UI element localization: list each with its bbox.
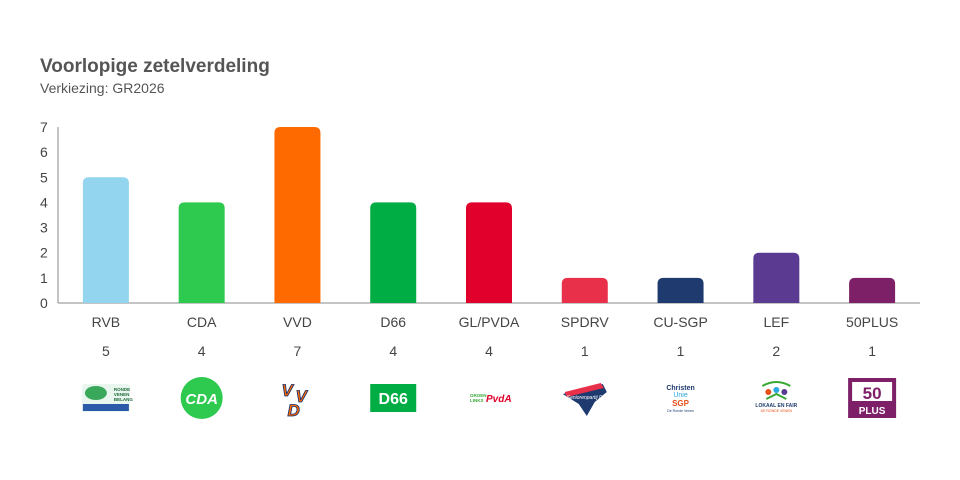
svg-text:LOKAAL EN FAIR: LOKAAL EN FAIR (755, 403, 797, 409)
svg-text:BELANG: BELANG (114, 397, 133, 402)
bar[interactable] (466, 202, 512, 303)
svg-text:LINKS: LINKS (470, 398, 484, 403)
svg-text:SGP: SGP (672, 399, 690, 408)
category-label: GL/PVDA (459, 314, 520, 330)
svg-text:GROEN: GROEN (470, 393, 487, 398)
category-label: VVD (283, 314, 312, 330)
svg-text:D: D (287, 401, 299, 420)
bar[interactable] (178, 202, 225, 303)
category-label: LEF (763, 314, 789, 330)
category-label: CU-SGP (653, 314, 707, 330)
y-tick-label: 6 (40, 144, 48, 160)
category-label: RVB (92, 314, 121, 330)
svg-text:Seniorenpartij DRV: Seniorenpartij DRV (567, 395, 610, 401)
svg-text:CDA: CDA (185, 391, 218, 408)
data-label: 4 (198, 343, 206, 359)
svg-text:PLUS: PLUS (859, 406, 886, 417)
svg-text:D66: D66 (379, 391, 408, 408)
bar[interactable] (561, 277, 608, 303)
svg-text:V: V (295, 387, 308, 406)
data-label: 1 (868, 343, 876, 359)
bar[interactable] (274, 127, 321, 303)
y-tick-label: 0 (40, 295, 48, 311)
svg-text:V: V (281, 381, 294, 400)
y-tick-label: 4 (40, 194, 48, 210)
y-tick-label: 5 (40, 169, 48, 185)
vvd-logo-icon: V VD (281, 381, 309, 421)
data-label: 7 (294, 343, 302, 359)
d66-logo-icon: D66 (370, 384, 417, 412)
bar[interactable] (849, 277, 896, 303)
svg-text:VENEN: VENEN (114, 392, 130, 397)
bar[interactable] (753, 252, 800, 303)
data-label: 5 (102, 343, 110, 359)
y-tick-label: 2 (40, 245, 48, 261)
chart-subtitle: Verkiezing: GR2026 (40, 80, 165, 96)
y-tick-label: 1 (40, 270, 48, 286)
bar[interactable] (657, 277, 704, 303)
category-label: D66 (380, 314, 406, 330)
bar[interactable] (82, 177, 129, 303)
data-label: 4 (389, 343, 397, 359)
data-label: 4 (485, 343, 493, 359)
spdrv-logo-icon: Seniorenpartij DRV (562, 383, 610, 416)
svg-text:50: 50 (863, 384, 882, 403)
svg-text:De Ronde Venen: De Ronde Venen (667, 409, 694, 413)
y-tick-label: 7 (40, 119, 48, 135)
category-label: 50PLUS (846, 314, 898, 330)
svg-text:Christen: Christen (666, 385, 694, 392)
bar[interactable] (370, 202, 417, 303)
svg-text:RONDE: RONDE (114, 387, 130, 392)
data-label: 2 (772, 343, 780, 359)
cda-logo-icon: CDA (180, 377, 223, 419)
svg-text:PvdA: PvdA (486, 394, 512, 405)
data-label: 1 (581, 343, 589, 359)
50plus-logo-icon: 50 PLUS (848, 378, 897, 418)
data-label: 1 (677, 343, 685, 359)
chart-title: Voorlopige zetelverdeling (40, 56, 270, 77)
category-label: SPDRV (561, 314, 610, 330)
svg-text:DE RONDE VENEN: DE RONDE VENEN (761, 409, 793, 413)
y-tick-label: 3 (40, 220, 48, 236)
category-label: CDA (187, 314, 217, 330)
svg-text:Unie: Unie (673, 392, 688, 399)
